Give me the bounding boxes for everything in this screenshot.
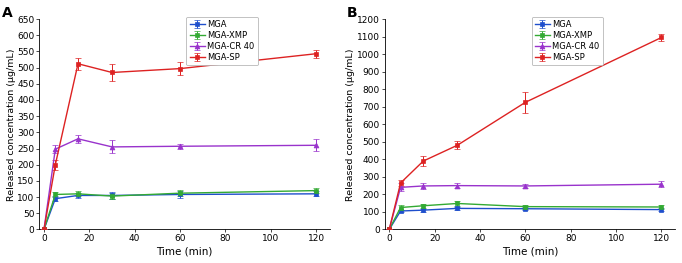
Legend: MGA, MGA-XMP, MGA-CR 40, MGA-SP: MGA, MGA-XMP, MGA-CR 40, MGA-SP	[531, 17, 603, 65]
Y-axis label: Released concentration (µg/mL): Released concentration (µg/mL)	[7, 48, 16, 200]
X-axis label: Time (min): Time (min)	[156, 246, 213, 256]
Legend: MGA, MGA-XMP, MGA-CR 40, MGA-SP: MGA, MGA-XMP, MGA-CR 40, MGA-SP	[186, 17, 258, 65]
X-axis label: Time (min): Time (min)	[502, 246, 558, 256]
Text: A: A	[1, 7, 12, 21]
Text: B: B	[347, 7, 357, 21]
Y-axis label: Released concentration (µg/mL): Released concentration (µg/mL)	[346, 48, 355, 200]
